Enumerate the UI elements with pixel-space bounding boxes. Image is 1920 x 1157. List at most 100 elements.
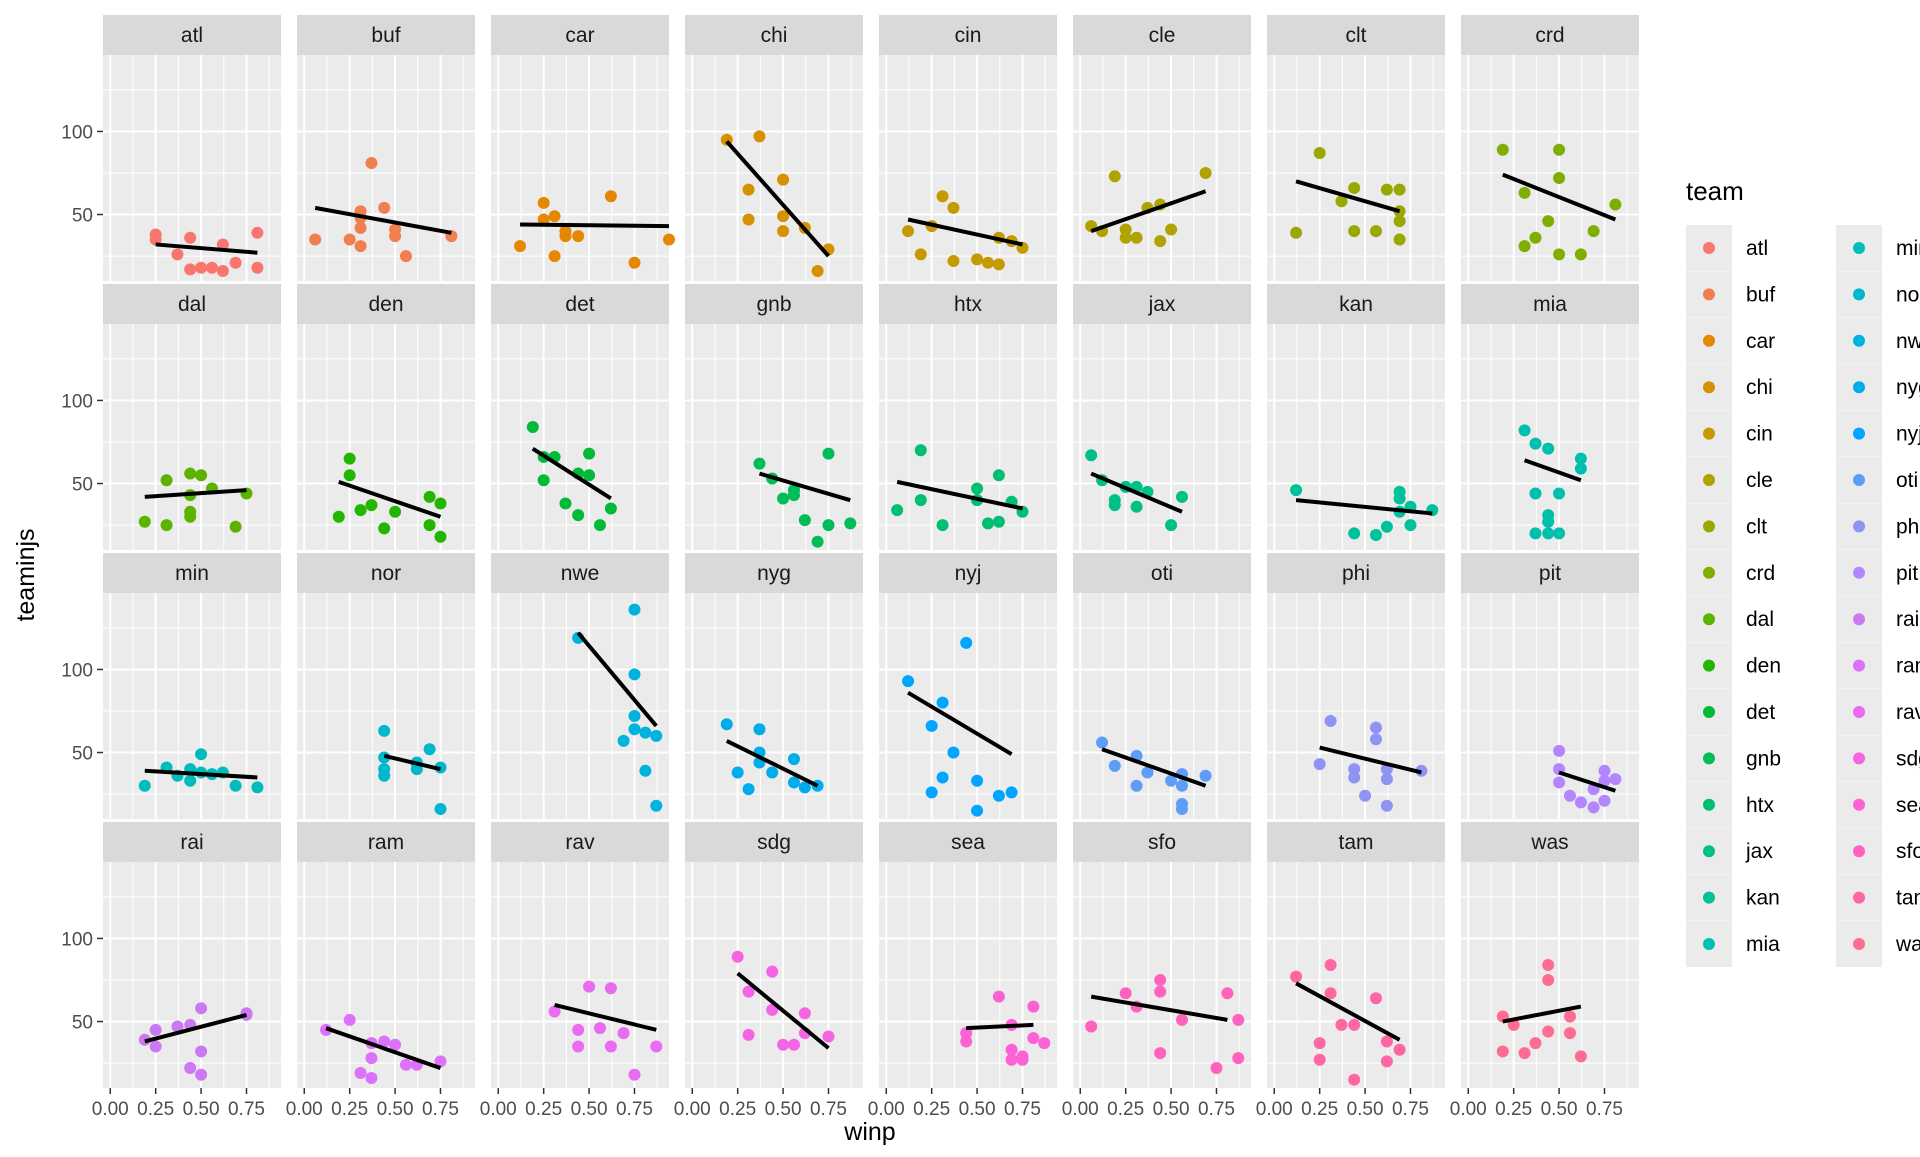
- data-point: [149, 233, 162, 246]
- data-point: [195, 261, 208, 274]
- facet-cin: cin: [879, 15, 1057, 281]
- y-tick-label: 100: [61, 929, 93, 950]
- data-point: [1199, 769, 1212, 782]
- data-point: [1119, 231, 1132, 244]
- data-point: [925, 719, 938, 732]
- legend-key-dot: [1703, 706, 1715, 718]
- x-tick-label: 0.75: [616, 1099, 653, 1120]
- x-tick-label: 0.25: [1495, 1099, 1532, 1120]
- data-point: [229, 256, 242, 269]
- legend-label: sfo: [1896, 840, 1920, 863]
- legend-key-dot: [1853, 242, 1865, 254]
- facet-den: den: [297, 284, 475, 550]
- data-point: [844, 517, 857, 530]
- legend-label: oti: [1896, 469, 1918, 492]
- data-point: [195, 1045, 208, 1058]
- data-point: [1290, 970, 1303, 983]
- legend-key-dot: [1703, 520, 1715, 533]
- facet-label: crd: [1535, 24, 1564, 47]
- trend-line: [1319, 745, 1422, 775]
- legend-item-ram: ram: [1836, 642, 1920, 689]
- facet-strip: [297, 284, 475, 324]
- data-point: [1165, 774, 1178, 787]
- data-point: [787, 776, 800, 789]
- data-point: [731, 950, 744, 963]
- legend-item-jax: jax: [1686, 828, 1773, 875]
- x-tick-label: 0.00: [480, 1099, 517, 1120]
- facet-strip: [685, 822, 863, 862]
- data-point: [559, 497, 572, 510]
- legend-label: nor: [1896, 283, 1920, 306]
- trend-line: [1295, 179, 1401, 214]
- data-point: [617, 1027, 630, 1040]
- x-axis-title: winp: [843, 1118, 895, 1146]
- x-tick-label: 0.25: [913, 1099, 950, 1120]
- x-tick-label: 0.75: [1198, 1099, 1235, 1120]
- facet-label: chi: [761, 24, 788, 47]
- data-point: [742, 1028, 755, 1041]
- data-point: [1175, 779, 1188, 792]
- data-point: [1574, 462, 1587, 475]
- data-point: [1313, 1053, 1326, 1066]
- data-point: [1587, 225, 1600, 238]
- panel-background: [1267, 55, 1445, 281]
- legend-key-dot: [1853, 566, 1865, 579]
- facet-strip: [491, 15, 669, 55]
- data-point: [1369, 529, 1382, 542]
- data-point: [1005, 1043, 1018, 1056]
- data-point: [628, 709, 641, 722]
- data-point: [184, 467, 197, 480]
- data-point: [742, 213, 755, 226]
- y-tick-label: 100: [61, 391, 93, 412]
- y-tick-label: 100: [61, 660, 93, 681]
- data-point: [1130, 231, 1143, 244]
- legend-item-dal: dal: [1686, 596, 1774, 643]
- data-point: [650, 1040, 663, 1053]
- data-point: [891, 504, 904, 517]
- data-point: [787, 753, 800, 766]
- data-point: [1335, 195, 1348, 208]
- data-point: [787, 1038, 800, 1051]
- panel-background: [103, 862, 281, 1088]
- legend-label: clt: [1746, 515, 1767, 538]
- facet-nor: nor: [297, 553, 475, 819]
- data-point: [936, 519, 949, 532]
- data-point: [343, 452, 356, 465]
- legend-key-dot: [1853, 288, 1865, 301]
- data-point: [1598, 774, 1611, 787]
- x-tick-label: 0.00: [868, 1099, 905, 1120]
- panel-background: [879, 324, 1057, 550]
- facet-sea: sea 0.00 0.25 0.50 0.75: [868, 822, 1057, 1120]
- facet-strip: [297, 553, 475, 593]
- data-point: [914, 248, 927, 261]
- legend-item-nwe: nwe: [1836, 317, 1920, 364]
- panel-background: [297, 55, 475, 281]
- data-point: [195, 1068, 208, 1081]
- facet-strip: [1267, 553, 1445, 593]
- trend-line: [1295, 498, 1433, 516]
- data-point: [1348, 1073, 1361, 1086]
- facet-strip: [1461, 15, 1639, 55]
- facet-label: rav: [565, 831, 595, 854]
- data-point: [742, 985, 755, 998]
- data-point: [1518, 240, 1531, 253]
- facet-chi: chi: [685, 15, 863, 281]
- x-tick-label: 0.25: [331, 1099, 368, 1120]
- legend-key-dot: [1853, 845, 1865, 858]
- data-point: [914, 444, 927, 457]
- data-point: [992, 990, 1005, 1003]
- facet-label: buf: [371, 24, 400, 47]
- legend-item-htx: htx: [1686, 781, 1775, 828]
- data-point: [1529, 487, 1542, 500]
- data-point: [604, 502, 617, 515]
- data-point: [332, 510, 345, 523]
- data-point: [650, 729, 663, 742]
- panel-background: [491, 862, 669, 1088]
- data-point: [1563, 1010, 1576, 1023]
- data-point: [1380, 1055, 1393, 1068]
- legend-label: jax: [1745, 840, 1773, 863]
- data-point: [1199, 166, 1212, 179]
- data-point: [365, 499, 378, 512]
- panel-background: [297, 862, 475, 1088]
